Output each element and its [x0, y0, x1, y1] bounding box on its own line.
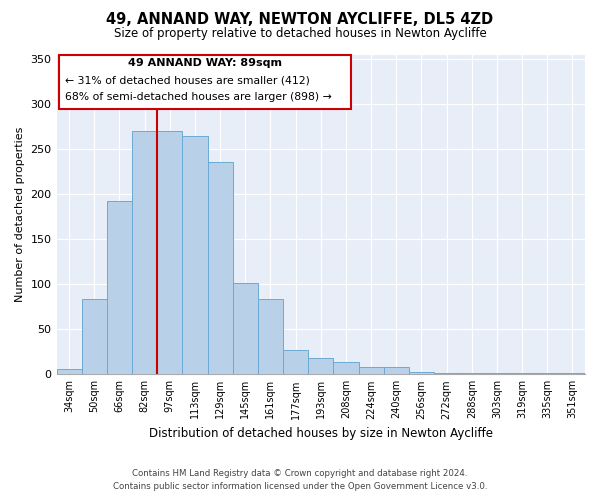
Text: 49, ANNAND WAY, NEWTON AYCLIFFE, DL5 4ZD: 49, ANNAND WAY, NEWTON AYCLIFFE, DL5 4ZD — [106, 12, 494, 28]
Bar — [82, 299, 107, 374]
Bar — [56, 369, 82, 374]
Bar — [509, 372, 535, 374]
Text: Size of property relative to detached houses in Newton Aycliffe: Size of property relative to detached ho… — [113, 28, 487, 40]
Text: 68% of semi-detached houses are larger (898) →: 68% of semi-detached houses are larger (… — [65, 92, 332, 102]
Bar — [308, 358, 334, 374]
Text: Contains HM Land Registry data © Crown copyright and database right 2024.: Contains HM Land Registry data © Crown c… — [132, 468, 468, 477]
Bar — [107, 200, 132, 374]
Bar — [157, 130, 182, 374]
Text: 49 ANNAND WAY: 89sqm: 49 ANNAND WAY: 89sqm — [128, 58, 282, 68]
Bar — [258, 299, 283, 374]
Bar — [459, 372, 484, 374]
Bar — [132, 130, 157, 374]
Bar — [182, 136, 208, 374]
Bar — [233, 282, 258, 374]
Bar — [359, 367, 383, 374]
Bar — [208, 162, 233, 374]
Bar — [383, 367, 409, 374]
Y-axis label: Number of detached properties: Number of detached properties — [15, 127, 25, 302]
Text: ← 31% of detached houses are smaller (412): ← 31% of detached houses are smaller (41… — [65, 76, 310, 86]
Bar — [334, 362, 359, 374]
Bar — [434, 372, 459, 374]
Text: Contains public sector information licensed under the Open Government Licence v3: Contains public sector information licen… — [113, 482, 487, 491]
Bar — [283, 350, 308, 374]
Bar — [409, 372, 434, 374]
X-axis label: Distribution of detached houses by size in Newton Aycliffe: Distribution of detached houses by size … — [149, 427, 493, 440]
